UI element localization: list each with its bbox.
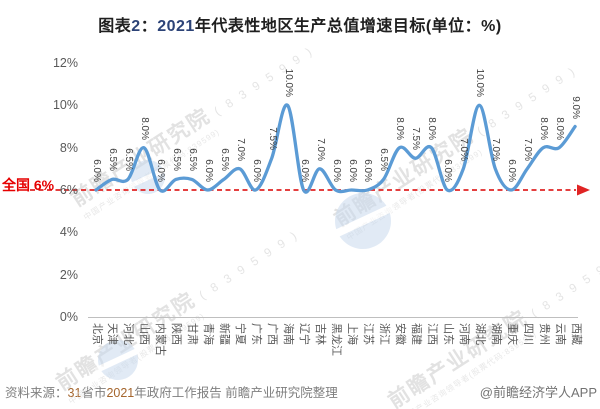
- text-number: 31: [67, 386, 82, 400]
- data-label: 6.0%: [298, 159, 310, 182]
- data-label: 7.0%: [234, 138, 246, 161]
- data-label: 6.5%: [122, 148, 134, 172]
- text-run: 资料来源：: [5, 386, 68, 400]
- x-tick-label: 山西: [138, 323, 151, 345]
- data-label: 9.0%: [570, 95, 582, 119]
- x-tick-label: 江西: [425, 323, 438, 345]
- x-tick-label: 广西: [266, 323, 279, 345]
- x-tick-label: 辽宁: [298, 323, 311, 345]
- x-tick-label: 内蒙古: [154, 323, 167, 356]
- y-tick-label: 4%: [59, 225, 78, 240]
- y-tick-label: 12%: [52, 56, 78, 70]
- x-tick-label: 西藏: [569, 323, 582, 345]
- x-tick-label: 上海: [346, 323, 359, 345]
- x-tick-label: 青海: [202, 323, 215, 345]
- data-label: 8.0%: [538, 116, 550, 140]
- data-label: 6.0%: [362, 159, 374, 182]
- data-label: 8.0%: [554, 116, 566, 140]
- data-label: 6.0%: [330, 159, 342, 182]
- data-label: 7.0%: [490, 138, 502, 161]
- x-tick-label: 宁夏: [234, 323, 247, 345]
- x-tick-label: 新疆: [218, 323, 231, 345]
- data-label: 6.0%: [506, 159, 518, 182]
- x-tick-label: 河北: [122, 323, 135, 345]
- text-number: 2: [131, 18, 141, 35]
- x-tick-label: 浙江: [377, 323, 390, 345]
- credit: @前瞻经济学人APP: [479, 385, 597, 400]
- chart-title: 图表2：2021年代表性地区生产总值增速目标(单位：%): [0, 12, 600, 36]
- data-label: 6.5%: [170, 148, 182, 172]
- text-run: 省市: [81, 386, 107, 400]
- text-run: 年代表性地区生产总值增速目标(单位：%): [194, 18, 502, 35]
- data-label: 10.0%: [282, 68, 294, 98]
- data-label: 7.5%: [410, 127, 422, 151]
- national-target-label: 全国 6%: [2, 177, 55, 193]
- data-label: 6.5%: [218, 148, 230, 172]
- x-tick-label: 海南: [282, 323, 295, 345]
- x-tick-label: 甘肃: [186, 323, 199, 345]
- text-run: 年政府工作报告 前瞻产业研究院整理: [134, 386, 338, 400]
- text-run: ：: [140, 18, 158, 35]
- text-number: 2021: [106, 386, 135, 400]
- data-label: 6.0%: [91, 159, 102, 182]
- data-label: 6.0%: [250, 159, 262, 182]
- x-tick-label: 黑龙江: [330, 323, 343, 356]
- x-tick-label: 重庆: [505, 323, 518, 345]
- x-tick-label: 吉林: [314, 323, 327, 345]
- data-label: 6.0%: [154, 159, 166, 182]
- x-tick-label: 安徽: [393, 323, 406, 345]
- x-tick-label: 湖北: [473, 323, 486, 345]
- data-label: 8.0%: [394, 116, 406, 140]
- data-label: 6.5%: [378, 148, 390, 172]
- y-tick-label: 0%: [59, 310, 78, 324]
- data-label: 6.0%: [346, 159, 358, 182]
- data-label: 7.0%: [314, 138, 326, 161]
- x-tick-label: 山东: [441, 323, 454, 345]
- y-tick-label: 6%: [59, 183, 78, 197]
- x-tick-label: 天津: [106, 323, 119, 345]
- data-label: 6.0%: [442, 159, 454, 182]
- y-tick-label: 2%: [59, 267, 78, 282]
- x-tick-label: 福建: [409, 323, 422, 345]
- data-label: 8.0%: [426, 116, 438, 140]
- reference-arrow-icon: [577, 184, 590, 196]
- x-tick-label: 云南: [553, 323, 566, 345]
- data-label: 6.5%: [186, 148, 198, 172]
- x-tick-label: 贵州: [537, 323, 550, 345]
- data-label: 7.0%: [458, 138, 470, 161]
- data-label: 10.0%: [474, 68, 486, 98]
- text-run: 图表: [98, 18, 132, 35]
- y-tick-label: 10%: [52, 98, 78, 113]
- x-tick-label: 广东: [250, 323, 263, 345]
- source-note: 资料来源：31省市2021年政府工作报告 前瞻产业研究院整理: [5, 382, 338, 401]
- text-number: 2021: [157, 18, 195, 35]
- data-label: 6.5%: [106, 148, 118, 172]
- y-tick-label: 8%: [59, 140, 78, 155]
- x-tick-label: 湖南: [489, 323, 502, 345]
- data-label: 7.5%: [266, 127, 278, 151]
- x-tick-label: 四川: [521, 323, 534, 345]
- data-label: 6.0%: [202, 159, 214, 182]
- x-tick-label: 北京: [90, 323, 103, 345]
- x-tick-label: 陕西: [170, 323, 183, 345]
- x-tick-label: 河南: [457, 323, 470, 345]
- x-tick-label: 江苏: [361, 323, 374, 345]
- data-label: 8.0%: [138, 116, 150, 140]
- data-label: 7.0%: [522, 138, 534, 161]
